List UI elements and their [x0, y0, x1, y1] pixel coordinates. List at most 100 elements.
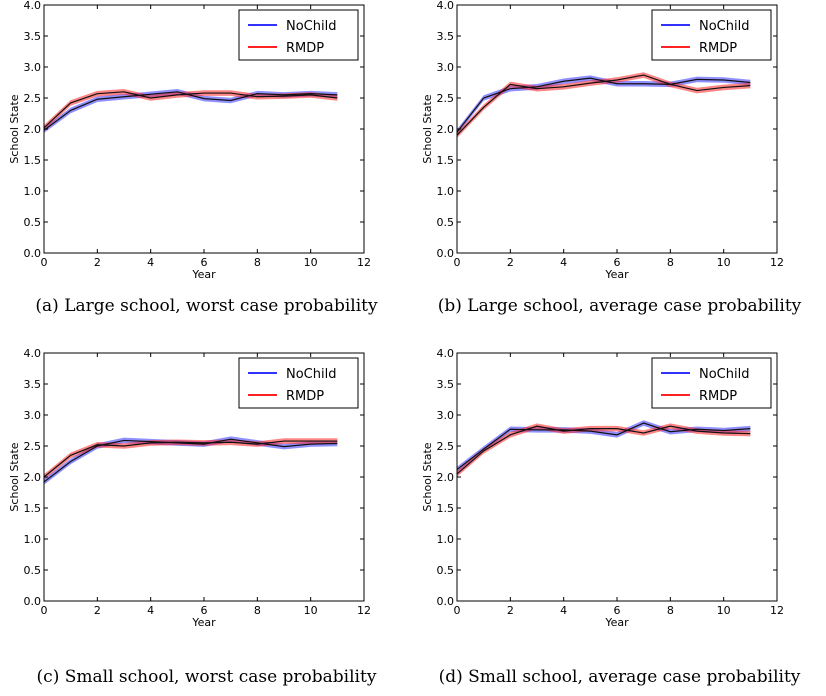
x-tick-label: 10 — [717, 256, 731, 269]
legend-box — [651, 9, 772, 61]
x-tick-label: 8 — [254, 256, 261, 269]
y-tick-label: 0.5 — [437, 564, 455, 577]
x-axis-label: Year — [191, 616, 216, 629]
x-tick-label: 4 — [147, 604, 154, 617]
x-tick-label: 2 — [507, 256, 514, 269]
x-tick-label: 4 — [560, 604, 567, 617]
x-tick-label: 0 — [41, 604, 48, 617]
y-tick-label: 1.0 — [24, 533, 42, 546]
band-nochild — [457, 75, 751, 135]
x-tick-label: 12 — [770, 256, 784, 269]
y-tick-label: 3.5 — [437, 30, 455, 43]
y-tick-label: 0.5 — [437, 216, 455, 229]
band-nochild — [44, 436, 338, 485]
y-tick-label: 3.5 — [437, 378, 455, 391]
y-tick-label: 3.0 — [437, 409, 455, 422]
x-tick-label: 2 — [94, 256, 101, 269]
band-rmdp — [44, 438, 338, 480]
panel-d: 0 2 4 6 8 10 12 0.0 0.5 1.0 1.5 2.0 2.5 3.0 3.5 4.0 Year… — [413, 348, 826, 696]
y-tick-label: 3.0 — [24, 409, 42, 422]
x-tick-label: 8 — [254, 604, 261, 617]
y-tick-label: 1.0 — [24, 185, 42, 198]
caption-d: (d) Small school, average case probabili… — [438, 667, 801, 687]
y-tick-label: 1.5 — [437, 154, 455, 167]
caption-a: (a) Large school, worst case probability — [35, 296, 378, 316]
legend-label-rmdp: RMDP — [699, 41, 737, 56]
y-tick-label: 2.5 — [437, 92, 455, 105]
band-nochild — [44, 89, 338, 134]
x-tick-label: 10 — [304, 604, 318, 617]
legend-label-nochild: NoChild — [286, 19, 336, 34]
x-tick-label: 6 — [614, 256, 621, 269]
legend-box — [238, 357, 359, 409]
x-tick-label: 12 — [357, 256, 371, 269]
series-line-nochild — [43, 91, 338, 131]
x-tick-label: 0 — [454, 604, 461, 617]
panel-a: 0 2 4 6 8 10 12 0.0 0.5 1.0 1.5 2.0 2.5 3.0 3.5 4.0 Year… — [0, 0, 413, 348]
x-tick-label: 12 — [770, 604, 784, 617]
y-tick-label: 0.5 — [24, 564, 42, 577]
x-tick-label: 10 — [304, 256, 318, 269]
y-tick-label: 2.0 — [437, 471, 455, 484]
caption-c: (c) Small school, worst case probability — [36, 667, 377, 687]
chart-a: 0 2 4 6 8 10 12 0.0 0.5 1.0 1.5 2.0 2.5 3.0 3.5 4.0 Year… — [8, 0, 371, 281]
chart-d: 0 2 4 6 8 10 12 0.0 0.5 1.0 1.5 2.0 2.5 3.0 3.5 4.0 Year… — [421, 348, 784, 629]
legend-label-nochild: NoChild — [699, 367, 749, 382]
legend: NoChild RMDP — [651, 9, 772, 61]
y-tick-label: 3.0 — [437, 61, 455, 74]
legend-box — [238, 9, 359, 61]
y-tick-label: 0.0 — [437, 595, 455, 608]
legend-label-rmdp: RMDP — [286, 389, 324, 404]
x-tick-label: 0 — [41, 256, 48, 269]
y-tick-label: 2.5 — [437, 440, 455, 453]
series-line-rmdp — [456, 425, 751, 475]
y-tick-label: 3.0 — [24, 61, 42, 74]
y-tick-label: 2.5 — [24, 92, 42, 105]
series-line-nochild — [456, 77, 751, 133]
legend: NoChild RMDP — [651, 357, 772, 409]
y-tick-label: 0.0 — [24, 247, 42, 260]
x-axis-label: Year — [604, 616, 629, 629]
x-tick-label: 6 — [614, 604, 621, 617]
x-tick-label: 6 — [201, 256, 208, 269]
y-axis-label: School State — [421, 442, 434, 511]
band-rmdp — [44, 89, 338, 131]
y-axis-label: School State — [421, 94, 434, 163]
y-tick-label: 2.0 — [24, 471, 42, 484]
legend-label-nochild: NoChild — [699, 19, 749, 34]
y-tick-label: 0.0 — [437, 247, 455, 260]
legend-label-rmdp: RMDP — [699, 389, 737, 404]
y-tick-label: 0.0 — [24, 595, 42, 608]
y-tick-label: 4.0 — [437, 0, 455, 12]
y-tick-label: 3.5 — [24, 30, 42, 43]
legend: NoChild RMDP — [238, 357, 359, 409]
x-axis-label: Year — [191, 268, 216, 281]
x-tick-label: 4 — [147, 256, 154, 269]
y-tick-label: 2.5 — [24, 440, 42, 453]
chart-b: 0 2 4 6 8 10 12 0.0 0.5 1.0 1.5 2.0 2.5 3.0 3.5 4.0 Year… — [421, 0, 784, 281]
series-line-rmdp — [43, 91, 338, 129]
y-tick-label: 4.0 — [437, 348, 455, 360]
legend: NoChild RMDP — [238, 9, 359, 61]
y-tick-label: 4.0 — [24, 0, 42, 12]
x-axis-label: Year — [604, 268, 629, 281]
caption-b: (b) Large school, average case probabili… — [437, 296, 802, 316]
x-tick-label: 8 — [667, 256, 674, 269]
panel-b: 0 2 4 6 8 10 12 0.0 0.5 1.0 1.5 2.0 2.5 3.0 3.5 4.0 Year… — [413, 0, 826, 348]
y-tick-label: 0.5 — [24, 216, 42, 229]
legend-label-rmdp: RMDP — [286, 41, 324, 56]
y-tick-label: 3.5 — [24, 378, 42, 391]
series-line-rmdp — [43, 440, 338, 478]
x-tick-label: 6 — [201, 604, 208, 617]
y-tick-label: 1.0 — [437, 533, 455, 546]
y-tick-label: 4.0 — [24, 348, 42, 360]
x-tick-label: 4 — [560, 256, 567, 269]
series-line-rmdp — [456, 74, 751, 136]
y-tick-label: 1.5 — [24, 154, 42, 167]
band-nochild — [457, 420, 751, 473]
y-tick-label: 1.0 — [437, 185, 455, 198]
legend-box — [651, 357, 772, 409]
chart-c: 0 2 4 6 8 10 12 0.0 0.5 1.0 1.5 2.0 2.5 3.0 3.5 4.0 Year… — [8, 348, 371, 629]
y-tick-label: 1.5 — [24, 502, 42, 515]
series-line-nochild — [456, 422, 751, 471]
